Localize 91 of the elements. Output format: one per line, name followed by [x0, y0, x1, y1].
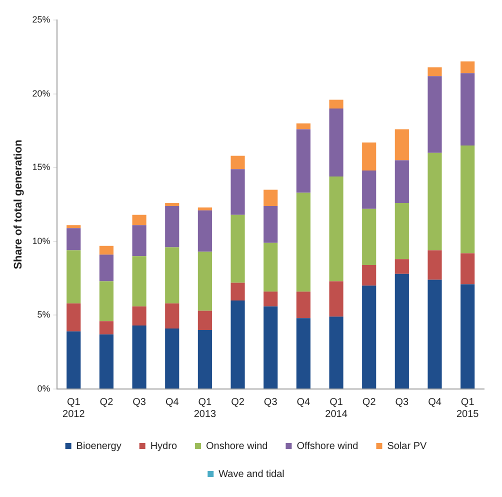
bar — [296, 318, 310, 388]
bar — [132, 306, 146, 326]
x-tick-label: Q1 2013 — [194, 396, 217, 420]
bar — [428, 250, 442, 280]
bar — [230, 214, 245, 283]
bar — [230, 282, 245, 300]
bar — [460, 145, 475, 254]
bar — [132, 256, 146, 306]
bar — [460, 73, 475, 146]
bar — [296, 292, 310, 318]
legend-label: Hydro — [150, 440, 178, 452]
bar — [198, 252, 212, 311]
bar — [460, 61, 475, 74]
bar — [394, 160, 409, 204]
y-tick-label: 0% — [37, 383, 50, 394]
bar — [264, 242, 278, 292]
bar — [296, 129, 310, 193]
x-tick-label: Q4 — [165, 396, 180, 408]
bar — [198, 330, 212, 388]
bar — [329, 281, 344, 317]
bar — [66, 250, 81, 304]
bar — [428, 76, 442, 153]
bar — [165, 206, 180, 248]
bar — [264, 306, 278, 388]
bar — [165, 303, 180, 328]
bar — [460, 284, 475, 388]
bar — [362, 170, 376, 209]
legend-label: Wave and tidal — [218, 468, 284, 480]
bar — [428, 280, 442, 388]
bar — [264, 206, 278, 243]
x-tick-label: Q3 — [132, 396, 146, 408]
bar — [394, 203, 409, 260]
bar — [66, 331, 81, 388]
x-tick-label: Q1 2014 — [325, 396, 348, 420]
bar — [296, 192, 310, 292]
x-tick-label: Q3 — [395, 396, 410, 408]
legend-label: Onshore wind — [206, 440, 268, 452]
bar — [198, 310, 212, 330]
y-tick-label: 10% — [32, 236, 50, 246]
y-tick-label: 25% — [32, 14, 50, 24]
bar — [165, 247, 180, 304]
bar — [329, 108, 344, 176]
bar — [99, 321, 114, 334]
bar — [198, 210, 212, 252]
bar — [99, 254, 114, 282]
bar — [66, 303, 81, 332]
bar — [394, 129, 409, 160]
x-tick-label: Q3 — [264, 396, 278, 408]
bar — [66, 228, 81, 250]
x-tick-label: Q4 — [428, 396, 442, 408]
bar — [198, 207, 212, 210]
bar — [230, 169, 245, 215]
x-tick-label: Q2 — [362, 396, 376, 408]
bar — [428, 67, 442, 76]
bar — [132, 214, 146, 226]
bar — [296, 123, 310, 130]
bar — [329, 316, 344, 388]
bar — [99, 334, 114, 388]
bar — [230, 156, 245, 170]
legend-label: Solar PV — [387, 440, 428, 452]
bar — [362, 208, 376, 266]
bar — [99, 281, 114, 322]
bar — [165, 203, 180, 206]
legend-label: Bioenergy — [76, 440, 122, 452]
bar — [230, 300, 245, 388]
y-tick-label: 20% — [32, 88, 50, 98]
bar — [394, 274, 409, 388]
bar — [329, 176, 344, 282]
y-tick-label: 5% — [37, 310, 50, 320]
bar — [132, 326, 146, 388]
x-tick-label: Q2 — [231, 396, 245, 408]
y-tick-label: 15% — [32, 162, 50, 172]
bar — [460, 253, 475, 284]
bar — [99, 246, 114, 255]
bar — [394, 259, 409, 274]
bar — [362, 142, 376, 171]
bar — [362, 286, 376, 388]
x-tick-label: Q1 2012 — [62, 396, 86, 420]
bar — [66, 225, 81, 228]
bar — [428, 152, 442, 250]
y-axis-title: Share of total generation — [12, 139, 25, 270]
x-tick-label: Q1 2015 — [456, 396, 480, 420]
bar — [165, 328, 180, 388]
bar — [362, 265, 376, 286]
bar — [264, 292, 278, 306]
bar — [264, 190, 278, 206]
legend-label: Offshore wind — [296, 440, 358, 452]
x-tick-label: Q2 — [100, 396, 114, 408]
x-tick-label: Q4 — [296, 396, 311, 408]
bar — [132, 225, 146, 256]
bar — [329, 100, 344, 109]
